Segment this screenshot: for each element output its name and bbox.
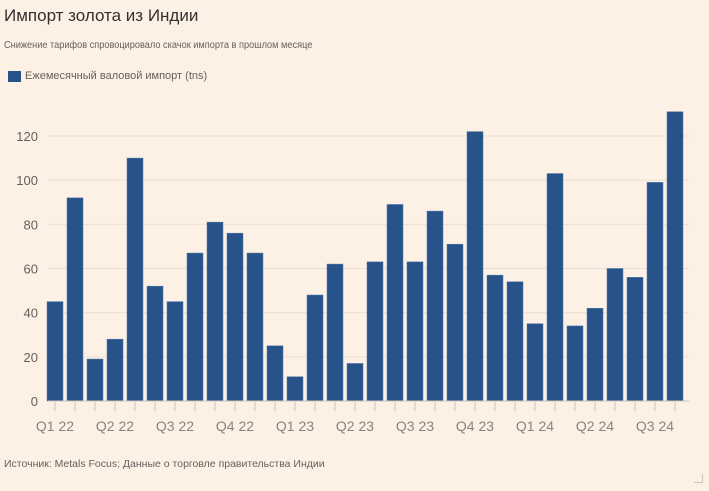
bar: [666, 111, 684, 402]
source-note: Источник: Metals Focus; Данные о торговл…: [4, 458, 325, 470]
y-tick-label: 120: [16, 129, 38, 144]
legend-swatch: [8, 70, 21, 82]
bar: [526, 323, 544, 402]
chart-title: Импорт золота из Индии: [4, 6, 199, 25]
bar: [366, 261, 384, 402]
y-tick-label: 0: [31, 394, 38, 409]
bar: [186, 252, 204, 402]
bar: [206, 221, 224, 402]
y-tick-label: 80: [24, 217, 38, 232]
bar: [426, 210, 444, 402]
bar: [266, 345, 284, 402]
legend: Ежемесячный валовой импорт (tns): [8, 70, 207, 82]
bar: [386, 204, 404, 402]
bar: [146, 285, 164, 402]
bar: [506, 281, 524, 402]
bar: [566, 325, 584, 402]
resize-handle-icon[interactable]: [694, 474, 703, 483]
bar: [306, 294, 324, 402]
x-tick-label: Q1 23: [276, 418, 314, 434]
bar: [406, 261, 424, 402]
bar: [166, 301, 184, 402]
bar: [346, 363, 364, 402]
x-tick-label: Q3 22: [156, 418, 194, 434]
bar: [546, 173, 564, 402]
y-tick-label: 100: [16, 173, 38, 188]
bar: [46, 301, 64, 402]
bar: [66, 197, 84, 402]
bar: [106, 338, 124, 402]
bar: [646, 182, 664, 402]
x-tick-label: Q1 24: [516, 418, 554, 434]
x-tick-label: Q2 24: [576, 418, 614, 434]
y-tick-label: 60: [24, 262, 38, 277]
bar: [606, 268, 624, 402]
x-tick-label: Q2 23: [336, 418, 374, 434]
bar: [446, 243, 464, 402]
bar: [586, 308, 604, 402]
bar: [326, 263, 344, 402]
bar: [626, 277, 644, 402]
bar: [226, 232, 244, 402]
x-tick-label: Q1 22: [36, 418, 74, 434]
bar: [286, 376, 304, 402]
y-tick-label: 40: [24, 306, 38, 321]
bar: [126, 157, 144, 402]
x-tick-label: Q4 22: [216, 418, 254, 434]
x-tick-label: Q3 23: [396, 418, 434, 434]
bar: [466, 131, 484, 402]
y-tick-label: 20: [24, 350, 38, 365]
legend-label: Ежемесячный валовой импорт (tns): [25, 70, 208, 82]
chart-subtitle: Снижение тарифов спровоцировало скачок и…: [4, 40, 313, 51]
x-tick-label: Q4 23: [456, 418, 494, 434]
bar: [246, 252, 264, 402]
x-tick-label: Q3 24: [636, 418, 674, 434]
bar: [486, 274, 504, 402]
bar: [86, 358, 104, 402]
x-tick-label: Q2 22: [96, 418, 134, 434]
